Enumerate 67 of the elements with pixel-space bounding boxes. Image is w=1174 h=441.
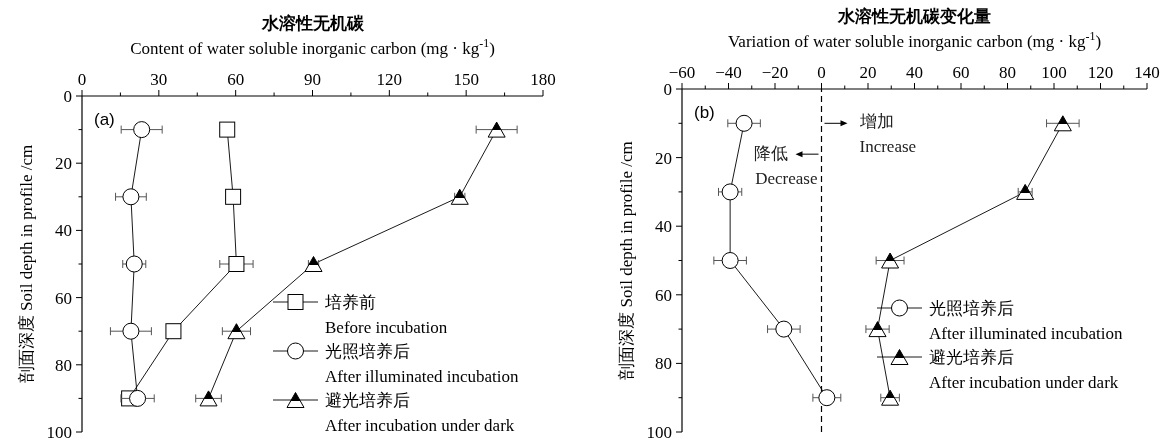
legend-label: 光照培养后 After illuminated incubation <box>929 299 1124 343</box>
point <box>165 323 182 340</box>
x-tick-label: 120 <box>1087 63 1114 82</box>
legend-label: 避光培养后 After incubation under dark <box>929 348 1119 392</box>
point <box>450 188 469 205</box>
x-tick-label: 20 <box>859 63 877 82</box>
y-tick-label: 80 <box>655 354 672 374</box>
x-tick-label: 140 <box>1134 63 1160 82</box>
x-axis-title: Content of water soluble inorganic carbon (mg · kg$^{-1}$) <box>130 36 495 58</box>
point <box>227 323 246 340</box>
x-tick-label: −20 <box>761 63 789 82</box>
legend-label: 避光培养后 After incubation under dark <box>325 391 515 435</box>
point <box>868 321 887 338</box>
y-axis-title: 剖面深度 Soil depth in profile /cm <box>617 141 636 380</box>
point <box>228 256 245 272</box>
y-tick-label: 40 <box>655 217 672 237</box>
chart-title: 水溶性无机碳 <box>260 14 365 33</box>
y-tick-label: 0 <box>63 87 72 106</box>
y-tick-label: 80 <box>55 355 72 375</box>
point <box>199 390 218 407</box>
annotation: 降低 Decrease <box>753 144 818 188</box>
point <box>818 389 836 407</box>
x-tick-label: −60 <box>668 63 696 82</box>
point <box>721 183 739 201</box>
x-tick-label: 100 <box>1041 63 1067 82</box>
point <box>133 121 151 139</box>
x-tick-label: 90 <box>304 70 321 89</box>
y-axis-title: 剖面深度 Soil depth in profile /cm <box>17 144 36 384</box>
x-tick-label: −40 <box>715 63 742 82</box>
x-tick-label: 40 <box>906 63 923 82</box>
annotation: (a) <box>94 110 115 129</box>
annotation: (b) <box>694 103 715 122</box>
x-tick-label: 80 <box>999 63 1016 82</box>
y-tick-label: 20 <box>655 148 672 168</box>
legend-label: 光照培养后 After illuminated incubation <box>325 342 520 386</box>
point <box>881 252 900 269</box>
x-tick-label: 180 <box>530 70 556 89</box>
x-tick-label: 120 <box>376 70 403 89</box>
x-tick-label: 60 <box>952 63 970 82</box>
point <box>225 188 242 205</box>
x-tick-label: 0 <box>817 63 826 82</box>
point <box>129 389 147 407</box>
y-tick-label: 60 <box>655 285 672 305</box>
x-tick-label: 0 <box>77 70 87 89</box>
point <box>775 320 793 338</box>
x-tick-label: 150 <box>453 70 479 89</box>
y-tick-label: 60 <box>55 288 72 308</box>
point <box>1053 115 1072 132</box>
x-tick-label: 60 <box>227 70 245 89</box>
point <box>487 121 506 138</box>
y-tick-label: 20 <box>55 154 72 174</box>
x-tick-label: 30 <box>150 70 168 89</box>
point <box>735 114 753 132</box>
y-tick-label: 100 <box>46 423 72 441</box>
y-tick-label: 100 <box>646 423 672 441</box>
point <box>219 121 236 138</box>
annotation: 增加 Increase <box>858 112 917 156</box>
point <box>125 255 143 273</box>
point <box>881 389 900 406</box>
y-tick-label: 40 <box>55 221 72 241</box>
point <box>721 252 739 269</box>
chart-title: 水溶性无机碳变化量 <box>837 7 991 26</box>
point <box>122 322 140 340</box>
legend-label: 培养前 Before incubation <box>324 293 448 337</box>
point <box>1016 183 1035 200</box>
point <box>122 188 140 206</box>
x-axis-title: Variation of water soluble inorganic carbon (mg · kg$^{-1}$) <box>727 29 1102 51</box>
